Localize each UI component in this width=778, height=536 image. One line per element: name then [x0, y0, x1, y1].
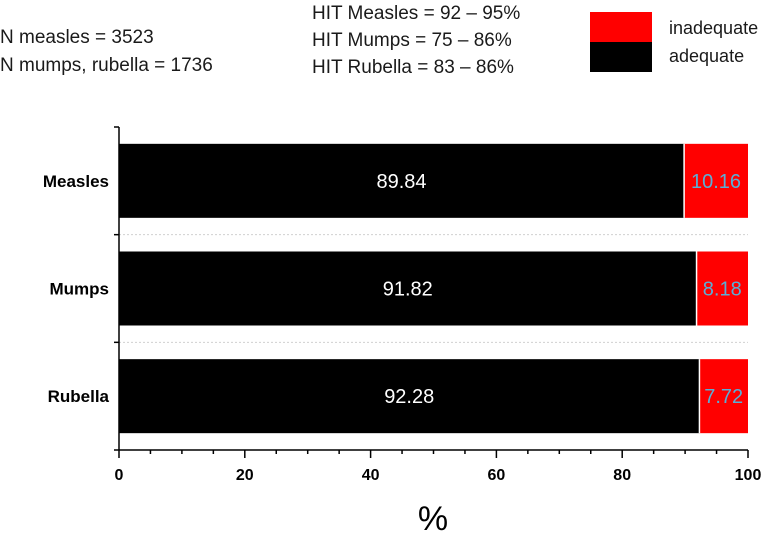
x-tick-label-0: 0	[115, 467, 124, 484]
category-label-rubella: Rubella	[48, 387, 110, 406]
x-tick-label-20: 20	[236, 467, 254, 484]
value-label-adequate-measles: 89.84	[377, 171, 427, 193]
bar-adequate-rubella	[119, 359, 700, 434]
bar-inadequate-measles	[684, 143, 748, 218]
x-tick-label-80: 80	[613, 467, 631, 484]
bar-inadequate-mumps	[696, 251, 748, 326]
value-label-adequate-rubella: 92.28	[384, 386, 434, 408]
value-label-inadequate-mumps: 8.18	[703, 279, 742, 301]
legend-label-inadequate: inadequate	[669, 18, 758, 38]
category-label-mumps: Mumps	[50, 280, 110, 299]
bar-adequate-mumps	[119, 251, 697, 326]
bar-adequate-measles	[119, 143, 685, 218]
plot-area: 89.84 10.16 Measles 91.82 8.18 Mumps 92.28 7.72…	[43, 126, 762, 484]
x-tick-label-100: 100	[735, 467, 762, 484]
category-label-measles: Measles	[43, 172, 109, 191]
value-label-inadequate-rubella: 7.72	[704, 386, 743, 408]
note-hit-rubella: HIT Rubella = 83 – 86%	[312, 57, 514, 78]
note-hit-mumps: HIT Mumps = 75 – 86%	[312, 30, 512, 51]
bar-inadequate-rubella	[699, 359, 748, 434]
value-label-adequate-mumps: 91.82	[383, 279, 433, 301]
note-n-measles: N measles = 3523	[0, 27, 154, 48]
value-label-inadequate-measles: 10.16	[691, 171, 741, 193]
x-axis-title: %	[418, 500, 448, 536]
legend-swatch-adequate	[590, 42, 652, 72]
x-tick-label-60: 60	[488, 467, 506, 484]
note-n-mumps-rubella: N mumps, rubella = 1736	[0, 55, 213, 76]
legend-swatch-inadequate	[590, 12, 652, 42]
legend-label-adequate: adequate	[669, 46, 744, 66]
note-hit-measles: HIT Measles = 92 – 95%	[312, 3, 520, 24]
x-tick-label-40: 40	[362, 467, 380, 484]
